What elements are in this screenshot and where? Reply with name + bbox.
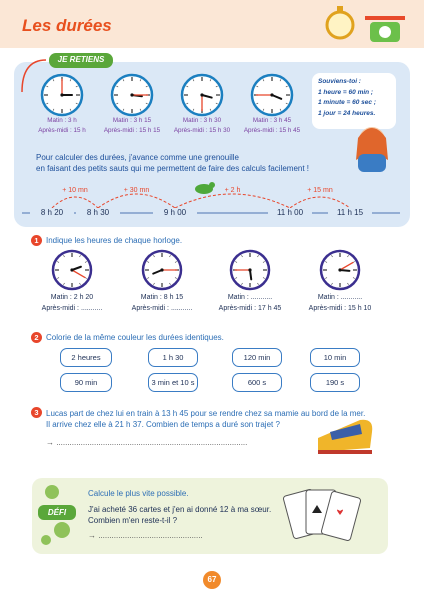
page-number: 67: [207, 575, 217, 584]
frog: [195, 182, 215, 194]
answer-line: → ......................................…: [46, 438, 248, 447]
challenge-tag-text: DÉFI: [47, 508, 67, 517]
timeline-label: 8 h 20: [30, 208, 74, 217]
reminder: Souviens-toi : 1 heure = 60 min ; 1 minu…: [318, 77, 376, 119]
challenge-tag: [38, 505, 76, 520]
clock-label: Matin : 2 h 20: [50, 294, 94, 301]
clock-label: Après-midi : 17 h 45: [218, 305, 282, 312]
gears: [41, 485, 70, 545]
clock-label: Après-midi : 15 h: [38, 127, 86, 134]
challenge-answer: → ......................................…: [88, 531, 203, 540]
tag-arrow: [21, 59, 47, 93]
clock-label: Matin : ...........: [317, 294, 363, 301]
clock: [40, 73, 84, 117]
reminder-line: 1 jour = 24 heures.: [318, 109, 376, 117]
challenge-instruction: Calcule le plus vite possible.: [88, 489, 189, 498]
clock: [51, 249, 93, 291]
clock: [180, 73, 224, 117]
duration-box: 3 min et 10 s: [148, 373, 198, 392]
clock-label: Après-midi : 15 h 45: [243, 127, 301, 134]
challenge-text: J'ai acheté 36 cartes et j'en ai donné 1…: [88, 504, 271, 526]
exercise-text-line: Il arrive chez elle à 21 h 37. Combien d…: [46, 420, 280, 429]
challenge-text-line: J'ai acheté 36 cartes et j'en ai donné 1…: [88, 505, 272, 514]
clock: [250, 73, 294, 117]
duration-box: 190 s: [310, 373, 360, 392]
clock-label: Matin : 3 h: [47, 117, 77, 124]
lesson-text-line: Pour calculer des durées, j'avance comme…: [36, 153, 239, 162]
girl: [356, 127, 388, 172]
reminder-title: Souviens-toi :: [318, 78, 361, 85]
timeline-label: 11 h 15: [328, 208, 372, 217]
train: [318, 419, 373, 454]
jump-label: + 2 h: [224, 187, 241, 194]
exercise-text: Lucas part de chez lui en train à 13 h 4…: [46, 408, 365, 430]
duration-box: 10 min: [310, 348, 360, 367]
clock-label: Après-midi : 15 h 10: [308, 305, 372, 312]
page-badge: [203, 571, 221, 589]
duration-box: 120 min: [232, 348, 282, 367]
timeline-label: 9 h 00: [153, 208, 197, 217]
clock: [141, 249, 183, 291]
clock-label: Matin : 3 h 45: [252, 117, 292, 124]
title: Les durées: [22, 16, 112, 35]
reminder-line: 1 minute = 60 sec ;: [318, 99, 376, 106]
exercise-number: 3: [31, 407, 42, 418]
timeline-label: 11 h 00: [268, 208, 312, 217]
duration-box: 1 h 30: [148, 348, 198, 367]
timeline-label: 8 h 30: [76, 208, 120, 217]
jump-arcs: [51, 193, 351, 209]
lesson-text-line: en faisant des petits sauts qui me perme…: [36, 164, 310, 173]
jump-label: + 15 mn: [307, 187, 333, 194]
clock-label: Après-midi : ...........: [41, 305, 103, 312]
duration-box: 90 min: [60, 373, 112, 392]
jump-label: + 30 mn: [123, 187, 150, 194]
lesson-tag-text: JE RETIENS: [57, 55, 105, 64]
clock-label: Après-midi : 15 h 15: [103, 127, 161, 134]
clock: [229, 249, 271, 291]
exercise-instruction: Colorie de la même couleur les durées id…: [46, 333, 224, 342]
lesson-text: Pour calculer des durées, j'avance comme…: [36, 152, 309, 174]
exercise-instruction: Indique les heures de chaque horloge.: [46, 236, 183, 245]
exercise-number: 1: [31, 235, 42, 246]
challenge-text-line: Combien m'en reste-t-il ?: [88, 516, 178, 525]
clock-label: Après-midi : ...........: [131, 305, 193, 312]
duration-box: 2 heures: [60, 348, 112, 367]
scale: [365, 16, 405, 42]
clock-label: Matin : 3 h 30: [182, 117, 222, 124]
reminder-bubble: [312, 73, 396, 129]
clock-label: Matin : ...........: [227, 294, 273, 301]
stopwatch: [325, 6, 355, 40]
lesson-tag: [49, 53, 113, 68]
duration-box: 600 s: [232, 373, 282, 392]
jump-label: + 10 mn: [62, 187, 88, 194]
reminder-line: 1 heure = 60 min ;: [318, 88, 374, 96]
clock-label: Matin : 3 h 15: [112, 117, 152, 124]
exercise-text-line: Lucas part de chez lui en train à 13 h 4…: [46, 409, 366, 418]
clock-label: Après-midi : 15 h 30: [173, 127, 231, 134]
clock-label: Matin : 8 h 15: [140, 294, 184, 301]
exercise-number: 2: [31, 332, 42, 343]
clock: [110, 73, 154, 117]
cards: [282, 489, 362, 541]
clock: [319, 249, 361, 291]
